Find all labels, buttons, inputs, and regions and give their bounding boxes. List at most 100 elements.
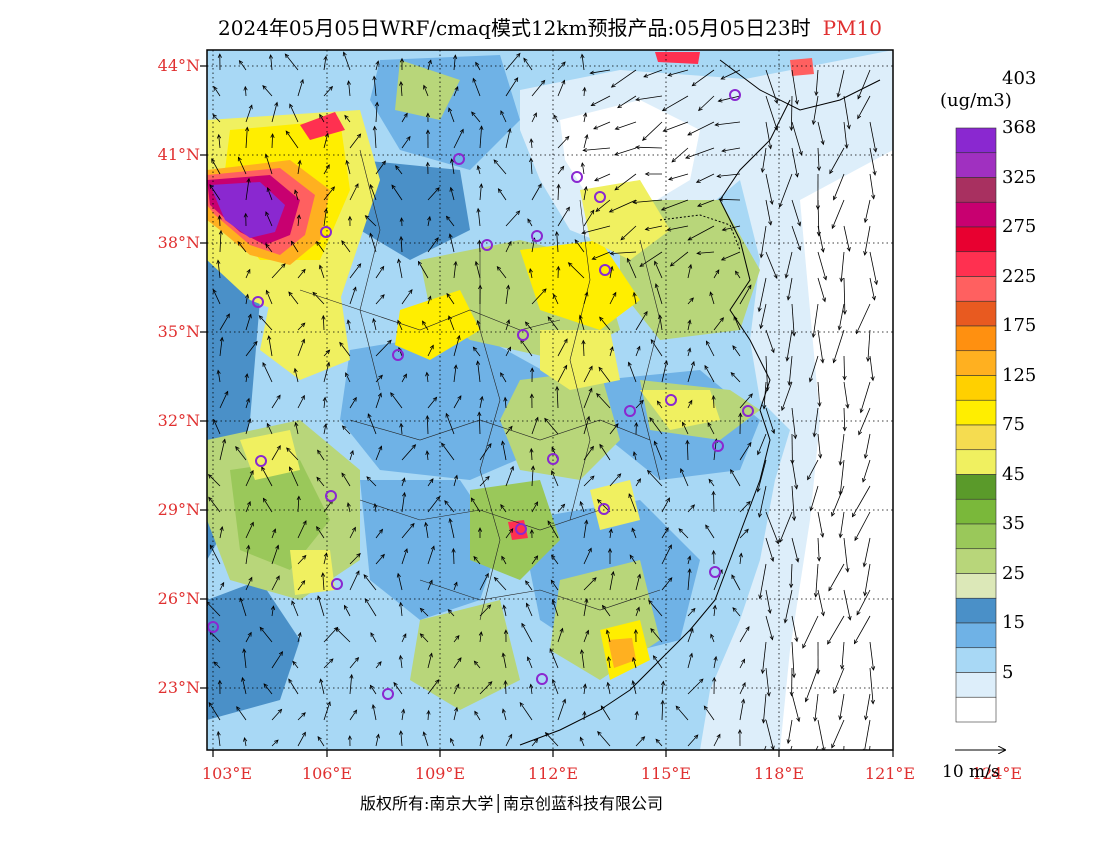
wind-vector-head bbox=[629, 554, 634, 560]
wind-vector-head bbox=[789, 126, 794, 132]
wind-vector bbox=[347, 320, 351, 331]
wind-vector-head bbox=[209, 544, 214, 550]
wind-vector-head bbox=[579, 649, 585, 654]
wind-vector-head bbox=[632, 656, 637, 662]
wind-vector-head bbox=[312, 291, 318, 297]
wind-vector-head bbox=[529, 138, 534, 143]
wind-vector bbox=[471, 111, 481, 123]
wind-vector-head bbox=[247, 313, 252, 319]
wind-vector-head bbox=[530, 367, 535, 372]
wind-vector-head bbox=[399, 217, 404, 222]
wind-vector bbox=[715, 121, 741, 126]
wind-vector bbox=[597, 731, 611, 747]
wind-vector bbox=[862, 459, 871, 483]
map-title: 2024年05月05日WRF/cmaq模式12km预报产品:05月05日23时 P… bbox=[0, 12, 1100, 41]
wind-vector bbox=[581, 162, 585, 175]
wind-vector bbox=[323, 86, 333, 97]
wind-vector-head bbox=[484, 572, 489, 578]
wind-vector-head bbox=[473, 660, 479, 666]
wind-vector bbox=[523, 58, 533, 71]
wind-vector bbox=[262, 85, 273, 97]
wind-vector-head bbox=[253, 340, 258, 346]
wind-vector-head bbox=[589, 475, 595, 481]
wind-vector-head bbox=[296, 495, 301, 501]
colorbar-swatch bbox=[955, 251, 997, 277]
wind-vector bbox=[238, 157, 247, 175]
wind-vector-head bbox=[802, 643, 807, 649]
wind-vector bbox=[765, 615, 773, 640]
wind-vector bbox=[829, 147, 845, 174]
wind-vector bbox=[209, 631, 221, 643]
wind-vector bbox=[444, 500, 455, 513]
wind-vector-head bbox=[427, 59, 432, 65]
wind-vector-head bbox=[549, 647, 554, 653]
wind-vector-head bbox=[797, 221, 802, 227]
wind-vector-head bbox=[791, 516, 797, 522]
wind-vector bbox=[420, 633, 429, 643]
wind-vector-head bbox=[583, 185, 588, 191]
wind-vector-head bbox=[265, 243, 270, 249]
colorbar-tick-label: 275 bbox=[1002, 216, 1037, 237]
wind-vector bbox=[760, 303, 767, 329]
wind-vector-head bbox=[398, 654, 403, 660]
wind-vector-head bbox=[341, 425, 347, 430]
wind-vector bbox=[706, 341, 715, 357]
wind-vector bbox=[502, 709, 507, 721]
wind-vector bbox=[781, 381, 793, 411]
wind-vector bbox=[583, 711, 585, 721]
wind-vector-head bbox=[364, 215, 370, 220]
wind-vector-head bbox=[351, 526, 356, 532]
wind-vector bbox=[568, 262, 585, 279]
colorbar-swatch bbox=[955, 449, 997, 475]
wind-vector bbox=[721, 251, 741, 261]
wind-vector-head bbox=[503, 396, 508, 402]
wind-vector-head bbox=[399, 80, 404, 86]
wind-vector-head bbox=[402, 633, 407, 638]
colorbar-tick-label: 125 bbox=[1002, 364, 1037, 386]
wind-vector bbox=[864, 719, 871, 750]
wind-vector-head bbox=[335, 627, 340, 633]
wind-vector bbox=[266, 290, 273, 305]
wind-vector-head bbox=[863, 454, 868, 460]
wind-vector-head bbox=[747, 284, 752, 290]
wind-vector-head bbox=[381, 160, 386, 166]
wind-vector bbox=[451, 158, 455, 175]
wind-vector bbox=[349, 397, 357, 409]
wind-vector bbox=[688, 225, 715, 241]
wind-vector bbox=[675, 705, 689, 721]
wind-vector-head bbox=[614, 126, 620, 130]
wind-vector bbox=[687, 320, 691, 331]
wind-vector bbox=[854, 511, 871, 541]
wind-vector-head bbox=[493, 159, 498, 164]
wind-vector bbox=[609, 473, 621, 487]
wind-vector-head bbox=[378, 374, 383, 380]
wind-vector-head bbox=[712, 676, 717, 682]
wind-vector bbox=[635, 574, 641, 591]
wind-vector bbox=[557, 166, 565, 175]
wind-vector bbox=[635, 736, 645, 747]
wind-vector-head bbox=[703, 705, 708, 711]
wind-vector bbox=[869, 667, 874, 704]
wind-vector bbox=[323, 499, 333, 513]
wind-vector bbox=[661, 577, 673, 591]
wind-vector-head bbox=[699, 678, 704, 684]
lon-label-124: 124°E bbox=[971, 764, 1023, 783]
wind-vector bbox=[319, 265, 325, 279]
wind-vector-head bbox=[444, 500, 449, 505]
lon-label-112: 112°E bbox=[527, 764, 579, 783]
wind-vector-head bbox=[822, 297, 826, 303]
wind-vector-head bbox=[503, 629, 509, 634]
wind-vector bbox=[271, 606, 274, 617]
wind-vector-head bbox=[669, 262, 675, 267]
wind-vector bbox=[817, 719, 825, 750]
wind-vector-head bbox=[592, 577, 597, 582]
wind-vector-head bbox=[428, 579, 433, 585]
wind-vector-head bbox=[246, 500, 251, 506]
wind-vector-head bbox=[285, 130, 290, 136]
wind-vector-head bbox=[650, 339, 655, 344]
wind-vector-head bbox=[610, 570, 615, 576]
wind-vector-head bbox=[354, 183, 359, 188]
wind-vector-head bbox=[411, 444, 417, 449]
wind-vector-head bbox=[588, 365, 593, 371]
wind-vector-head bbox=[507, 240, 512, 246]
